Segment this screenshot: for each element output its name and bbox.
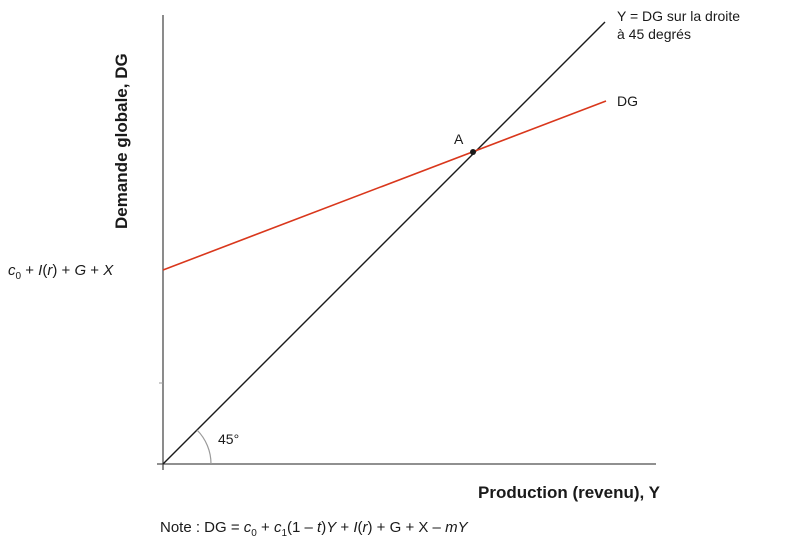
x-axis-title: Production (revenu), Y xyxy=(478,483,661,502)
angle-arc xyxy=(196,429,212,465)
point-label: A xyxy=(454,131,464,147)
y-axis-title: Demande globale, DG xyxy=(112,53,131,229)
angle-label: 45° xyxy=(218,431,239,447)
line-45-degrees xyxy=(162,21,606,465)
line-45-label-2: à 45 degrés xyxy=(617,26,691,42)
dg-line xyxy=(162,100,607,271)
equilibrium-point xyxy=(470,149,476,155)
intercept-label: c0 + I(r) + G + X xyxy=(8,262,114,282)
line-45-label: Y = DG sur la droite xyxy=(617,8,740,24)
dg-line-label: DG xyxy=(617,93,638,109)
note: Note : DG = c0 + c1(1 – t)Y + I(r) + G +… xyxy=(160,519,469,539)
